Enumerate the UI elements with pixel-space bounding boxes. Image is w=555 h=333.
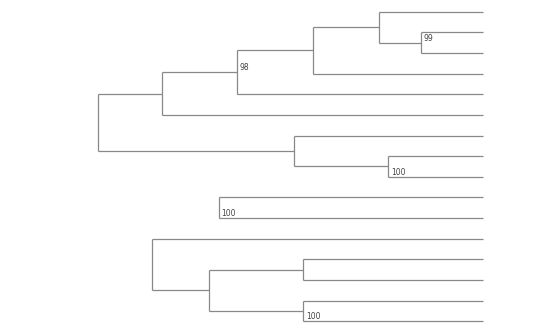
- Text: 100: 100: [306, 312, 320, 321]
- Text: 100: 100: [391, 168, 405, 177]
- Text: 98: 98: [240, 63, 249, 72]
- Text: 99: 99: [424, 34, 433, 43]
- Text: 100: 100: [221, 209, 235, 218]
